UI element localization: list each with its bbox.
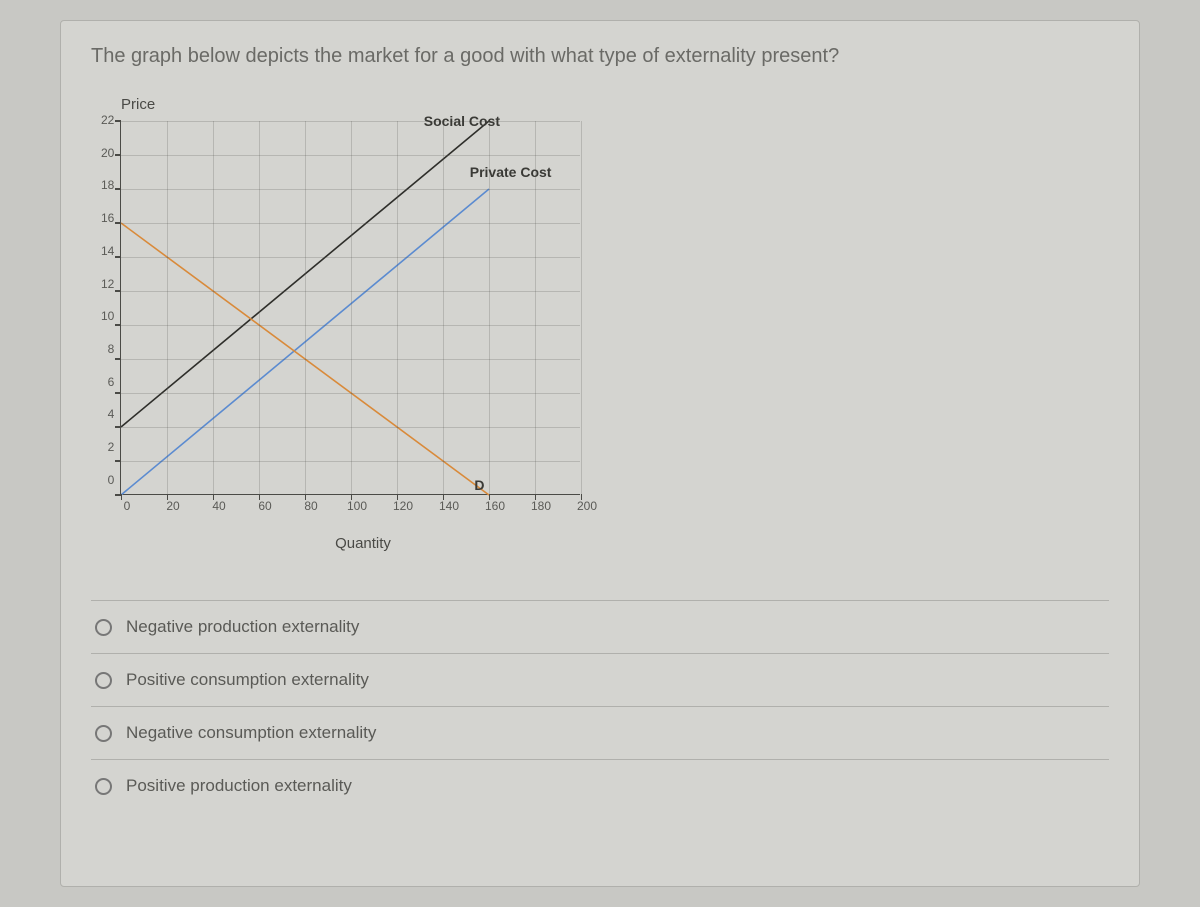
radio-icon	[95, 725, 112, 742]
x-axis-labels: 020406080100120140160180200	[127, 495, 587, 513]
plot-wrap: 2220181614121086420 Social CostPrivate C…	[101, 121, 1109, 495]
option-label: Positive production externality	[126, 776, 352, 796]
option-label: Positive consumption externality	[126, 670, 369, 690]
series-label: Private Cost	[470, 164, 552, 180]
radio-icon	[95, 619, 112, 636]
plot-box: Social CostPrivate CostD	[120, 121, 580, 495]
option-a[interactable]: Negative production externality	[91, 601, 1109, 654]
option-d[interactable]: Positive production externality	[91, 760, 1109, 812]
option-c[interactable]: Negative consumption externality	[91, 707, 1109, 760]
radio-icon	[95, 672, 112, 689]
option-label: Negative production externality	[126, 617, 359, 637]
series-label: D	[474, 477, 484, 493]
radio-icon	[95, 778, 112, 795]
x-axis-title: Quantity	[133, 535, 593, 552]
series-label: Social Cost	[424, 113, 500, 129]
question-prompt: The graph below depicts the market for a…	[91, 45, 1109, 68]
option-b[interactable]: Positive consumption externality	[91, 654, 1109, 707]
chart-area: Price 2220181614121086420 Social CostPri…	[101, 96, 1109, 552]
answer-list: Negative production externality Positive…	[91, 600, 1109, 812]
option-label: Negative consumption externality	[126, 723, 376, 743]
question-card: The graph below depicts the market for a…	[60, 20, 1140, 887]
y-axis-title: Price	[121, 96, 1109, 113]
y-axis-labels: 2220181614121086420	[101, 113, 120, 487]
